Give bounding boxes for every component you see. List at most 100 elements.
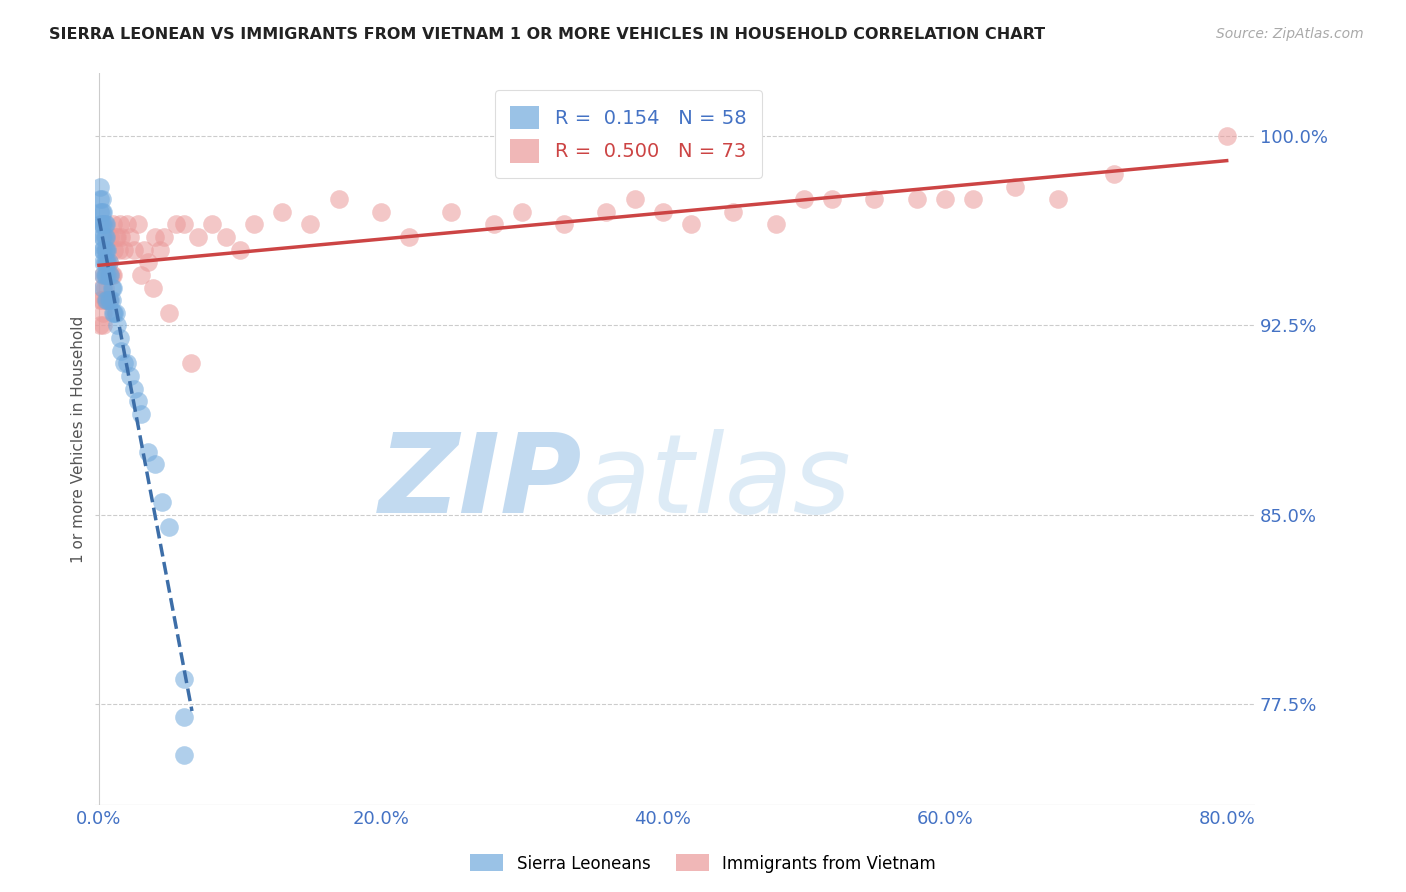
Point: [96, 255, 118, 269]
Point: [94, 230, 117, 244]
Point: [104, 306, 127, 320]
Point: [93, 293, 115, 308]
Point: [94, 268, 117, 282]
Point: [98, 268, 121, 282]
Point: [129, 407, 152, 421]
Point: [299, 218, 322, 232]
Point: [962, 192, 984, 206]
Point: [97, 255, 120, 269]
Point: [105, 318, 128, 333]
Point: [173, 672, 195, 686]
Point: [132, 243, 155, 257]
Point: [98, 230, 121, 244]
Point: [94, 268, 117, 282]
Point: [94, 293, 117, 308]
Text: atlas: atlas: [582, 429, 851, 536]
Point: [101, 280, 124, 294]
Point: [90, 243, 112, 257]
Point: [96, 268, 118, 282]
Point: [510, 204, 533, 219]
Point: [118, 368, 141, 383]
Point: [93, 230, 115, 244]
Point: [93, 268, 115, 282]
Point: [91, 306, 114, 320]
Point: [141, 280, 163, 294]
Point: [108, 218, 131, 232]
Point: [127, 218, 149, 232]
Point: [89, 204, 111, 219]
Point: [98, 268, 121, 282]
Point: [90, 204, 112, 219]
Point: [143, 457, 166, 471]
Point: [91, 268, 114, 282]
Point: [651, 204, 673, 219]
Point: [100, 280, 122, 294]
Point: [91, 280, 114, 294]
Point: [129, 268, 152, 282]
Point: [91, 243, 114, 257]
Point: [93, 218, 115, 232]
Text: SIERRA LEONEAN VS IMMIGRANTS FROM VIETNAM 1 OR MORE VEHICLES IN HOUSEHOLD CORREL: SIERRA LEONEAN VS IMMIGRANTS FROM VIETNA…: [49, 27, 1045, 42]
Point: [93, 255, 115, 269]
Point: [112, 356, 135, 370]
Point: [152, 230, 174, 244]
Point: [110, 343, 132, 358]
Point: [180, 356, 202, 370]
Point: [89, 179, 111, 194]
Point: [96, 293, 118, 308]
Point: [793, 192, 815, 206]
Point: [96, 255, 118, 269]
Point: [96, 293, 118, 308]
Point: [93, 280, 115, 294]
Point: [112, 243, 135, 257]
Point: [173, 218, 195, 232]
Point: [97, 293, 120, 308]
Point: [105, 230, 128, 244]
Point: [482, 218, 505, 232]
Point: [90, 192, 112, 206]
Point: [150, 495, 173, 509]
Point: [91, 268, 114, 282]
Point: [1102, 167, 1125, 181]
Point: [90, 218, 112, 232]
Point: [94, 293, 117, 308]
Point: [821, 192, 844, 206]
Point: [101, 306, 124, 320]
Point: [107, 243, 129, 257]
Point: [110, 230, 132, 244]
Point: [104, 230, 127, 244]
Point: [127, 394, 149, 409]
Point: [166, 218, 188, 232]
Point: [1004, 179, 1026, 194]
Point: [187, 230, 209, 244]
Legend: Sierra Leoneans, Immigrants from Vietnam: Sierra Leoneans, Immigrants from Vietnam: [464, 847, 942, 880]
Point: [679, 218, 702, 232]
Point: [723, 204, 745, 219]
Point: [271, 204, 294, 219]
Point: [94, 243, 117, 257]
Point: [765, 218, 787, 232]
Point: [328, 192, 350, 206]
Point: [905, 192, 928, 206]
Point: [100, 268, 122, 282]
Point: [370, 204, 392, 219]
Point: [398, 230, 420, 244]
Point: [934, 192, 956, 206]
Point: [90, 230, 112, 244]
Point: [97, 255, 120, 269]
Point: [159, 306, 181, 320]
Point: [148, 243, 170, 257]
Point: [115, 218, 138, 232]
Point: [93, 243, 115, 257]
Point: [623, 192, 645, 206]
Point: [1215, 129, 1237, 144]
Point: [201, 218, 224, 232]
Point: [89, 192, 111, 206]
Point: [89, 293, 111, 308]
Point: [143, 230, 166, 244]
Point: [229, 243, 252, 257]
Point: [91, 255, 114, 269]
Point: [103, 306, 125, 320]
Point: [108, 331, 131, 345]
Point: [243, 218, 266, 232]
